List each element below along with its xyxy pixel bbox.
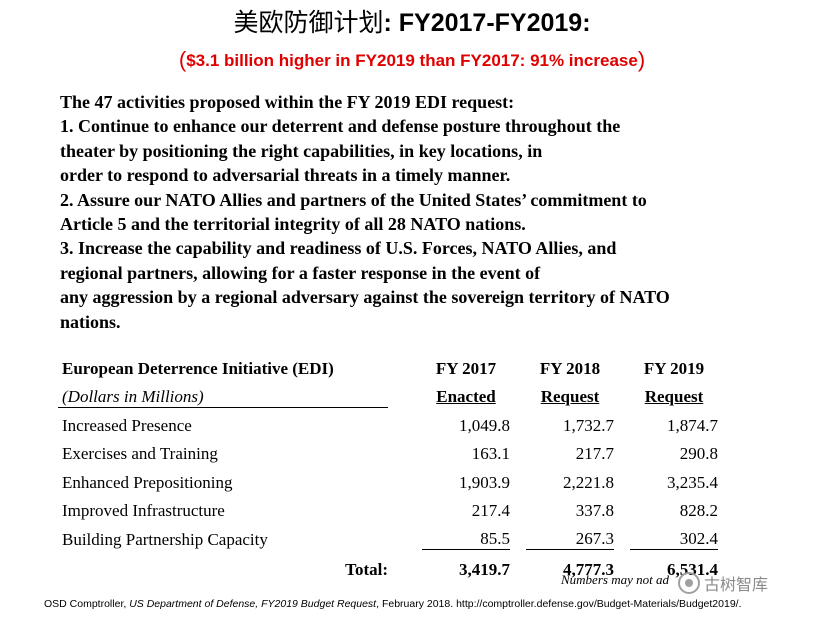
row-label: Building Partnership Capacity [62,529,268,549]
table-subheader-enacted: Enacted [436,387,496,406]
row-value-fy2018: 1,732.7 [563,415,614,435]
watermark-text: 古树智库 [704,575,769,594]
row-label: Exercises and Training [62,444,218,463]
row-value-fy2018: 217.7 [575,444,614,463]
row-value-fy2019: 302.4 [679,529,718,548]
body-line: regional partners, allowing for a faster… [60,262,541,283]
table-header-title: European Deterrence Initiative (EDI) [62,358,334,378]
table-header-fy2019: FY 2019 [643,358,705,378]
table-row: Building Partnership Capacity 85.5 267.3… [58,521,718,550]
table-total-row: Total: 3,419.7 4,777.3 6,531.4 [58,549,718,580]
row-label: Improved Infrastructure [62,501,225,520]
table-header-fy2018: FY 2018 [539,358,601,378]
table-units-label: (Dollars in Millions) [58,378,388,408]
row-label: Enhanced Prepositioning [62,472,233,492]
source-prefix: OSD Comptroller, [44,598,130,610]
table-row: Improved Infrastructure 217.4 337.8 828.… [58,493,718,522]
row-value-fy2017: 217.4 [471,501,510,520]
row-value-fy2019: 3,235.4 [667,472,718,492]
page-subtitle: ($3.1 billion higher in FY2019 than FY20… [0,46,824,75]
total-fy2018: 4,777.3 [526,549,614,580]
body-line: 2. Assure our NATO Allies and partners o… [60,189,647,210]
total-fy2019: 6,531.4 [630,549,718,580]
table-row: Enhanced Prepositioning 1,903.9 2,221.8 … [58,464,718,493]
row-value-fy2019: 828.2 [679,501,718,520]
subtitle-close-paren: ) [637,47,646,72]
watermark: 古树智库 [678,570,818,596]
row-value-fy2019: 290.8 [679,444,718,463]
body-line: The 47 activities proposed within the FY… [60,92,515,112]
table-header-fy2017: FY 2017 [435,358,497,378]
subtitle-open-paren: ( [178,47,187,72]
body-line: nations. [60,311,121,332]
body-line: 1. Continue to enhance our deterrent and… [60,116,621,137]
body-line: Article 5 and the territorial integrity … [60,214,526,235]
table-subheader-request-2018: Request [540,387,600,406]
total-fy2017: 3,419.7 [422,549,510,580]
row-value-fy2018: 267.3 [575,529,614,548]
table-subheader-row: (Dollars in Millions) Enacted Request Re… [58,378,718,408]
row-label: Increased Presence [62,415,192,435]
wechat-icon [678,572,700,594]
page-title: 美欧防御计划: FY2017-FY2019: [0,6,824,40]
table-row: Increased Presence 1,049.8 1,732.7 1,874… [58,407,718,436]
body-line: any aggression by a regional adversary a… [60,287,670,308]
row-value-fy2017: 85.5 [480,529,510,548]
row-value-fy2019: 1,874.7 [667,415,718,435]
source-citation: OSD Comptroller, US Department of Defens… [44,598,824,610]
edi-budget-table: European Deterrence Initiative (EDI) FY … [58,350,718,580]
body-line: theater by positioning the right capabil… [60,140,543,161]
row-value-fy2018: 337.8 [575,501,614,520]
table-row: Exercises and Training 163.1 217.7 290.8 [58,436,718,465]
title-chinese: 美欧防御计划 [233,8,384,37]
body-line: order to respond to adversarial threats … [60,165,511,186]
row-value-fy2017: 163.1 [471,444,510,463]
table-subheader-request-2019: Request [644,387,704,406]
total-label: Total: [345,559,388,579]
table-footnote: Numbers may not ad [561,572,669,587]
title-english: : FY2017-FY2019: [383,9,591,37]
row-value-fy2017: 1,049.8 [459,415,510,435]
body-line: 3. Increase the capability and readiness… [60,238,617,259]
row-value-fy2018: 2,221.8 [563,472,614,492]
source-title: US Department of Defense, FY2019 Budget … [129,598,377,610]
table-header-row: European Deterrence Initiative (EDI) FY … [58,350,718,379]
row-value-fy2017: 1,903.9 [459,472,510,492]
edi-objectives: The 47 activities proposed within the FY… [60,90,780,334]
source-suffix: , February 2018. http://comptroller.defe… [376,598,742,610]
subtitle-text: $3.1 billion higher in FY2019 than FY201… [186,51,638,70]
